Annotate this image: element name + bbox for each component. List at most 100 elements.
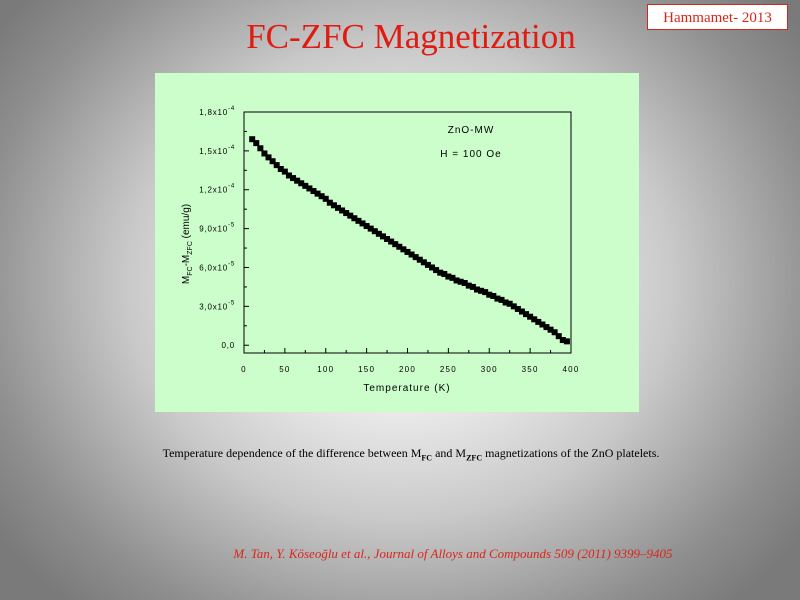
data-point <box>367 225 374 232</box>
data-point <box>482 289 489 296</box>
data-point <box>388 238 395 245</box>
data-point <box>249 136 256 143</box>
data-point <box>433 267 440 274</box>
slide-title: FC-ZFC Magnetization <box>246 17 576 56</box>
data-point <box>494 295 501 302</box>
data-point <box>543 324 550 331</box>
data-point <box>510 303 517 310</box>
data-point <box>302 182 309 189</box>
data-point <box>408 251 415 258</box>
data-point <box>490 292 497 299</box>
data-series <box>249 136 570 345</box>
data-point <box>449 274 456 281</box>
data-point <box>531 316 538 323</box>
data-point <box>306 185 313 192</box>
data-point <box>290 175 297 182</box>
data-point <box>469 283 476 290</box>
data-point <box>461 280 468 287</box>
field-annotation: H = 100 Oe <box>440 149 501 160</box>
data-point <box>298 180 305 187</box>
data-point <box>330 202 337 209</box>
data-point <box>429 264 436 271</box>
data-point <box>559 337 566 344</box>
data-point <box>314 190 321 197</box>
data-point <box>277 166 284 173</box>
data-point <box>347 212 354 219</box>
data-point <box>257 145 264 152</box>
data-point <box>441 270 448 277</box>
data-point <box>424 261 431 268</box>
data-point <box>379 233 386 240</box>
x-ticks: 0 50 100 150 200 250 300 350 400 <box>241 348 580 374</box>
y-tick-label: 6,0x10-5 <box>199 261 235 272</box>
data-point <box>555 333 562 340</box>
data-point <box>453 277 460 284</box>
data-point <box>261 150 268 157</box>
data-point <box>563 338 570 345</box>
chart-figure: 0,0 3,0x10-5 6,0x10-5 9,0x10-5 1,2x10-4 1,5x1… <box>155 73 639 412</box>
data-point <box>547 326 554 333</box>
x-tick-label: 50 <box>279 365 290 374</box>
data-point <box>498 296 505 303</box>
data-point <box>502 299 509 306</box>
data-point <box>457 278 464 285</box>
data-point <box>351 215 358 222</box>
x-tick-label: 250 <box>440 365 457 374</box>
y-axis-label: MFC-MZFC (emu/g) <box>181 204 194 284</box>
data-point <box>326 199 333 206</box>
y-tick-label: 0,0 <box>221 341 235 350</box>
x-tick-label: 150 <box>358 365 375 374</box>
data-point <box>518 308 525 315</box>
data-point <box>375 230 382 237</box>
data-point <box>335 204 342 211</box>
data-point <box>343 210 350 217</box>
data-point <box>265 154 272 161</box>
data-point <box>363 223 370 230</box>
data-point <box>281 168 288 175</box>
data-point <box>359 220 366 227</box>
plot-frame <box>243 111 572 354</box>
data-point <box>535 318 542 325</box>
data-point <box>404 248 411 255</box>
sample-annotation: ZnO-MW <box>448 125 495 136</box>
data-point <box>437 269 444 276</box>
data-point <box>322 195 329 202</box>
data-point <box>253 140 260 147</box>
x-tick-label: 100 <box>317 365 334 374</box>
data-point <box>412 254 419 261</box>
data-point <box>465 282 472 289</box>
x-tick-label: 400 <box>563 365 580 374</box>
x-tick-label: 0 <box>241 365 247 374</box>
y-tick-label: 1,8x10-4 <box>199 106 235 117</box>
citation-reference: M. Tan, Y. Köseoğlu et al., Journal of A… <box>233 546 673 561</box>
data-point <box>473 286 480 293</box>
y-tick-label: 3,0x10-5 <box>199 300 235 311</box>
figure-caption: Temperature dependence of the difference… <box>162 446 660 463</box>
data-point <box>400 246 407 253</box>
data-point <box>416 256 423 263</box>
data-point <box>486 291 493 298</box>
data-point <box>310 188 317 195</box>
data-point <box>339 207 346 214</box>
data-point <box>527 313 534 320</box>
data-point <box>523 311 530 318</box>
data-point <box>392 241 399 248</box>
x-axis-label: Temperature (K) <box>363 383 450 394</box>
data-point <box>396 243 403 250</box>
data-point <box>478 287 485 294</box>
data-point <box>384 235 391 242</box>
data-point <box>355 217 362 224</box>
data-point <box>506 300 513 307</box>
data-point <box>420 259 427 266</box>
data-point <box>514 305 521 312</box>
data-point <box>273 162 280 169</box>
x-tick-label: 350 <box>522 365 539 374</box>
x-tick-label: 200 <box>399 365 416 374</box>
y-ticks: 0,0 3,0x10-5 6,0x10-5 9,0x10-5 1,2x10-4 1,5x1… <box>199 106 249 350</box>
data-point <box>371 228 378 235</box>
data-point <box>539 321 546 328</box>
conference-badge: Hammamet- 2013 <box>647 4 788 30</box>
y-tick-label: 9,0x10-5 <box>199 223 235 234</box>
data-point <box>551 329 558 336</box>
data-point <box>269 158 276 165</box>
